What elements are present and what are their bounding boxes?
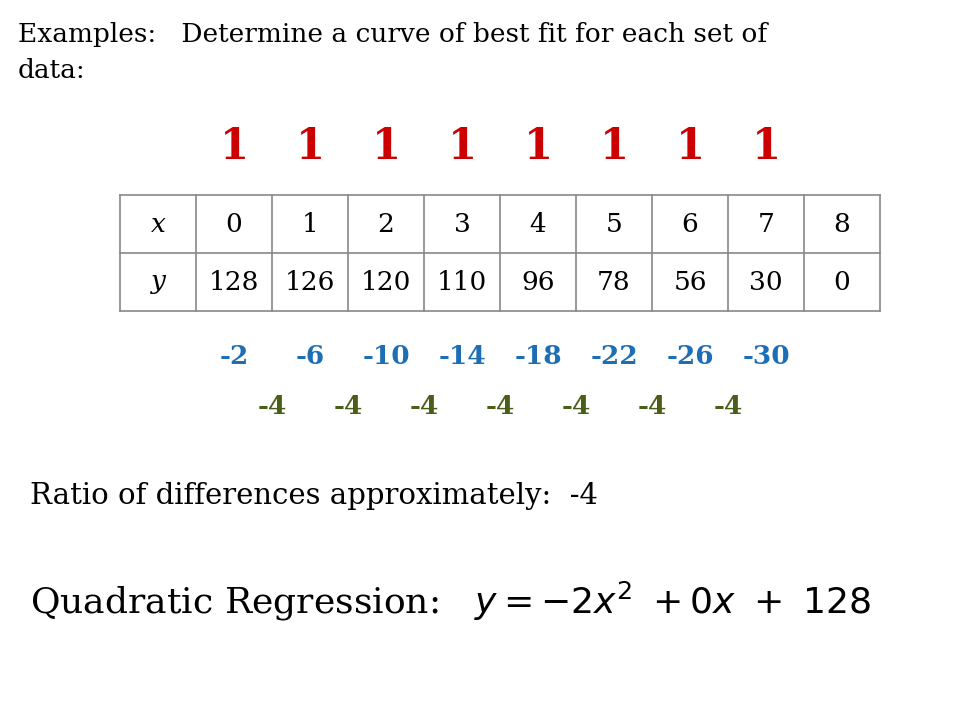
Text: x: x	[151, 212, 165, 236]
Text: -4: -4	[409, 394, 439, 418]
Text: -2: -2	[220, 343, 249, 369]
Text: 126: 126	[285, 269, 335, 294]
Text: 0: 0	[226, 212, 242, 236]
Text: 4: 4	[530, 212, 546, 236]
Text: 110: 110	[437, 269, 487, 294]
Text: -30: -30	[742, 343, 790, 369]
Text: 1: 1	[220, 126, 249, 168]
Text: 1: 1	[523, 126, 553, 168]
Text: -22: -22	[590, 343, 637, 369]
Text: 128: 128	[209, 269, 259, 294]
Text: 120: 120	[361, 269, 411, 294]
Text: 1: 1	[372, 126, 400, 168]
Text: -4: -4	[637, 394, 666, 418]
Text: -18: -18	[515, 343, 562, 369]
Text: 96: 96	[521, 269, 555, 294]
Text: -4: -4	[562, 394, 590, 418]
Text: 1: 1	[301, 212, 319, 236]
Text: 0: 0	[833, 269, 851, 294]
Text: -6: -6	[296, 343, 324, 369]
Text: y: y	[151, 269, 165, 294]
Text: 30: 30	[749, 269, 782, 294]
Text: -4: -4	[713, 394, 743, 418]
Text: -4: -4	[333, 394, 363, 418]
Text: Quadratic Regression:   $y = \mathrm{-2}x^2\mathrm{\ +0}x\mathrm{\ +\ 128}$: Quadratic Regression: $y = \mathrm{-2}x^…	[30, 580, 871, 623]
Text: -26: -26	[666, 343, 713, 369]
Text: 1: 1	[296, 126, 324, 168]
Text: 2: 2	[377, 212, 395, 236]
Text: 78: 78	[597, 269, 631, 294]
Text: Examples:   Determine a curve of best fit for each set of: Examples: Determine a curve of best fit …	[18, 22, 767, 47]
Text: 1: 1	[447, 126, 476, 168]
Text: 1: 1	[676, 126, 705, 168]
Text: data:: data:	[18, 58, 85, 83]
Text: 5: 5	[606, 212, 622, 236]
Text: 1: 1	[752, 126, 780, 168]
Text: -14: -14	[438, 343, 486, 369]
Text: 56: 56	[673, 269, 707, 294]
Text: -4: -4	[257, 394, 287, 418]
Text: -10: -10	[362, 343, 410, 369]
Text: 6: 6	[682, 212, 698, 236]
Text: Ratio of differences approximately:  -4: Ratio of differences approximately: -4	[30, 482, 598, 510]
Text: 3: 3	[453, 212, 470, 236]
Text: 1: 1	[599, 126, 629, 168]
Text: 7: 7	[757, 212, 775, 236]
Text: -4: -4	[486, 394, 515, 418]
Text: 8: 8	[833, 212, 851, 236]
